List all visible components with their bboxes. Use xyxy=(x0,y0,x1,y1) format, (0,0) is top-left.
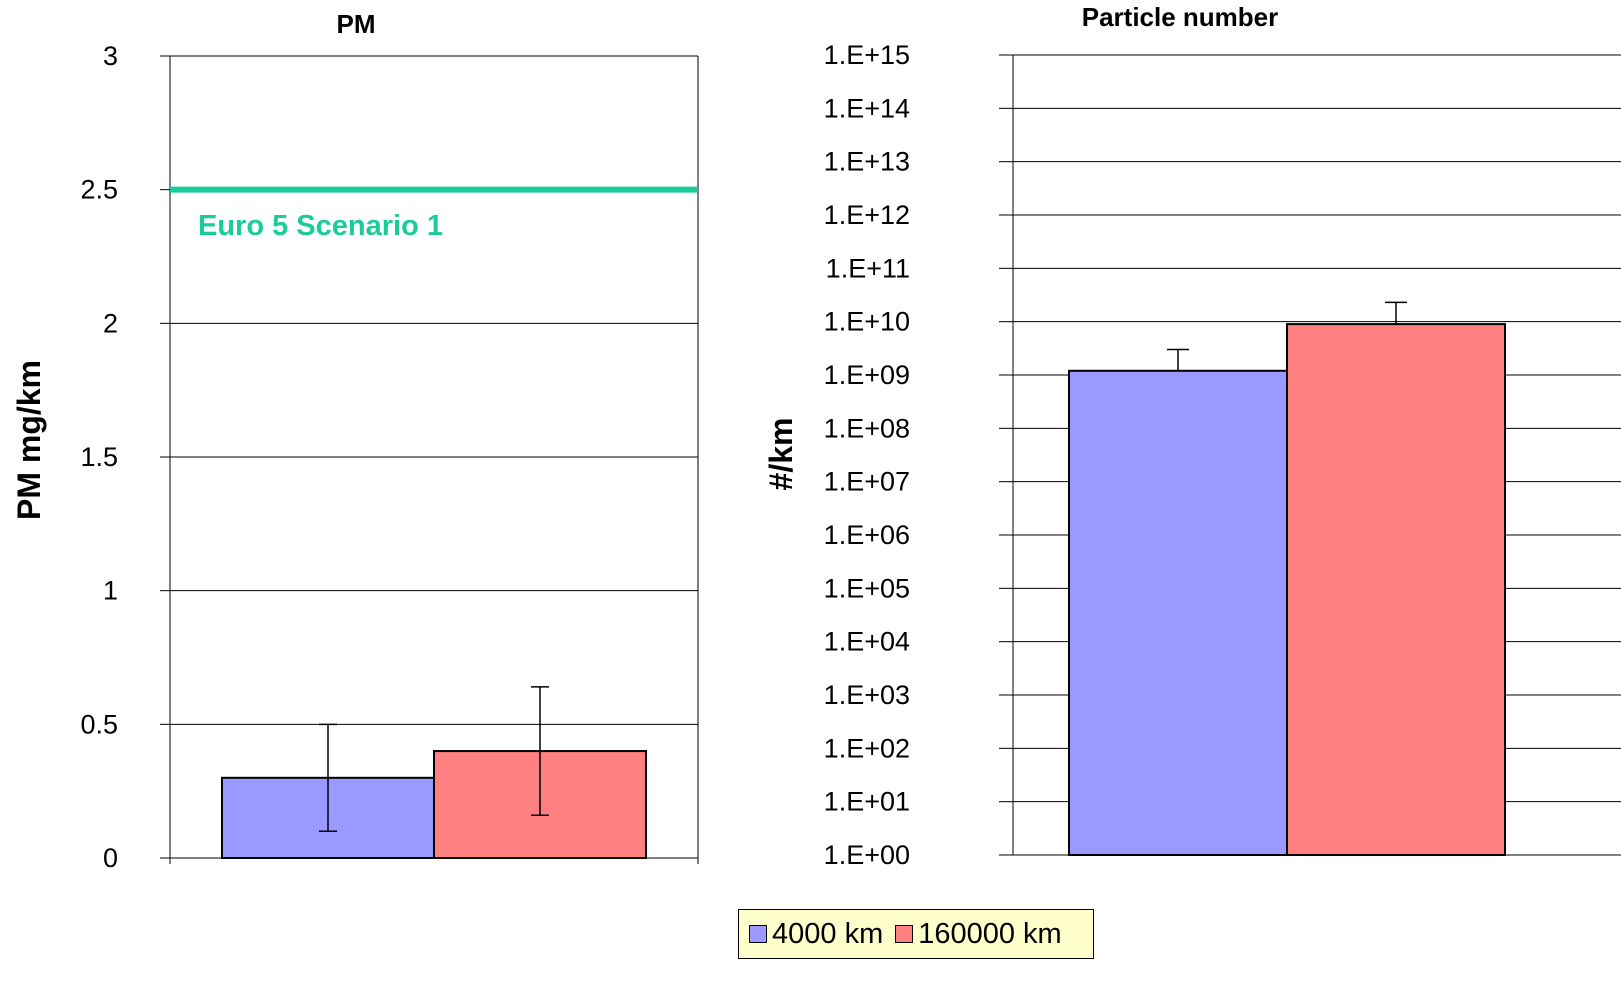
pm-gridlines xyxy=(160,55,699,864)
pn-y-axis-label: #/km xyxy=(763,418,799,491)
pm-y-tick-label: 2.5 xyxy=(80,175,118,205)
pm-y-tick-label: 1.5 xyxy=(80,442,118,472)
pm-y-axis-label: PM mg/km xyxy=(11,360,47,520)
pn-y-tick-label: 1.E+00 xyxy=(824,840,910,870)
pn-y-tick-label: 1.E+14 xyxy=(824,93,910,123)
pm-y-tick-label: 3 xyxy=(103,41,118,71)
pn-y-tick-label: 1.E+04 xyxy=(824,627,910,657)
pn-bars xyxy=(1068,301,1506,856)
pn-y-tick-label: 1.E+08 xyxy=(824,413,910,443)
pn-y-tick-label: 1.E+10 xyxy=(824,307,910,337)
pn-bar xyxy=(1068,369,1288,856)
pn-y-tick-label: 1.E+09 xyxy=(824,360,910,390)
pn-y-tick-label: 1.E+03 xyxy=(824,680,910,710)
pn-chart-title: Particle number xyxy=(1082,2,1279,32)
legend-swatch-4000km xyxy=(749,925,767,943)
pn-y-tick-label: 1.E+11 xyxy=(826,253,910,283)
pm-bars xyxy=(221,686,647,859)
pm-y-tick-labels: 0 0.5 1 1.5 2 2.5 3 xyxy=(80,41,118,873)
reference-line-label: Euro 5 Scenario 1 xyxy=(198,210,443,242)
pn-y-tick-label: 1.E+06 xyxy=(824,520,910,550)
legend-swatch-160000km xyxy=(895,925,914,943)
legend-label-160000km: 160000 km xyxy=(918,917,1062,950)
pm-y-tick-label: 2 xyxy=(103,308,118,338)
pm-y-tick-label: 0 xyxy=(103,843,118,873)
legend-item-4000km: 4000 km xyxy=(749,918,883,951)
pn-y-tick-label: 1.E+01 xyxy=(824,787,910,817)
pn-y-tick-label: 1.E+07 xyxy=(824,467,910,497)
pn-y-tick-label: 1.E+02 xyxy=(824,733,910,763)
pm-chart-title: PM xyxy=(337,9,376,39)
particle-number-chart: Particle number #/km 1.E+001.E+011.E+021… xyxy=(763,2,1621,870)
pn-y-tick-label: 1.E+12 xyxy=(824,200,910,230)
legend: 4000 km 160000 km xyxy=(738,909,1094,959)
pm-y-tick-label: 1 xyxy=(103,576,118,606)
pn-bar xyxy=(1286,323,1506,856)
pn-y-tick-labels: 1.E+00 1.E+01 1.E+02 1.E+03 1.E+04 1.E+05 1.E+… xyxy=(824,40,910,870)
pn-y-tick-label: 1.E+05 xyxy=(824,573,910,603)
pn-y-tick-label: 1.E+15 xyxy=(824,40,910,70)
pm-chart: PM PM mg/km 0 0.5 1 1.5 2 2.5 3 Euro 5 Scenari… xyxy=(11,9,699,873)
pn-y-tick-label: 1.E+13 xyxy=(824,147,910,177)
pm-y-tick-label: 0.5 xyxy=(80,709,118,739)
legend-label-4000km: 4000 km xyxy=(772,917,884,950)
legend-item-160000km: 160000 km xyxy=(895,918,1062,951)
